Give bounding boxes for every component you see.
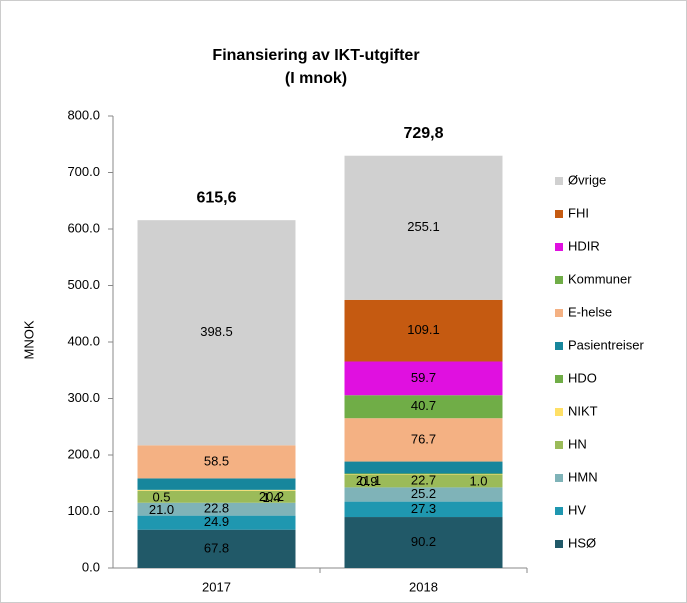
total-label: 615,6 bbox=[196, 189, 236, 206]
bar-segment bbox=[344, 474, 503, 488]
bar-segment bbox=[344, 155, 503, 300]
y-tick-label: 0.0 bbox=[82, 559, 100, 574]
bar-segment bbox=[344, 487, 503, 502]
value-label: 22.7 bbox=[411, 472, 436, 487]
legend-label: HDIR bbox=[568, 238, 600, 253]
bar-segment bbox=[344, 473, 503, 475]
value-label: 255.1 bbox=[407, 219, 440, 234]
y-tick-label: 300.0 bbox=[67, 390, 100, 405]
bar-segment bbox=[137, 478, 296, 490]
legend-swatch bbox=[555, 507, 563, 515]
value-label: 67.8 bbox=[204, 540, 229, 555]
value-label: 0.5 bbox=[152, 489, 170, 504]
legend-swatch bbox=[555, 540, 563, 548]
value-label: 1.4 bbox=[262, 490, 280, 505]
bar-segment bbox=[344, 474, 503, 475]
legend-label: NIKT bbox=[568, 403, 598, 418]
bar-segment bbox=[344, 517, 503, 568]
x-tick-label: 2017 bbox=[202, 579, 231, 594]
value-label: 40.7 bbox=[411, 398, 436, 413]
chart-title: Finansiering av IKT-utgifter bbox=[212, 47, 419, 64]
bar-segment bbox=[137, 515, 296, 530]
legend-swatch bbox=[555, 210, 563, 218]
legend-swatch bbox=[555, 177, 563, 185]
value-label: 398.5 bbox=[200, 324, 233, 339]
x-tick-label: 2018 bbox=[409, 579, 438, 594]
value-label: 0.9 bbox=[359, 474, 377, 489]
bar-segment bbox=[137, 220, 296, 446]
legend-label: FHI bbox=[568, 205, 589, 220]
value-label: 76.7 bbox=[411, 431, 436, 446]
y-tick-label: 200.0 bbox=[67, 446, 100, 461]
value-label: 25.2 bbox=[411, 486, 436, 501]
bar-segment bbox=[137, 502, 296, 516]
legend-label: HV bbox=[568, 502, 586, 517]
legend-swatch bbox=[555, 441, 563, 449]
legend-swatch bbox=[555, 243, 563, 251]
y-tick-label: 100.0 bbox=[67, 503, 100, 518]
value-label: 20.2 bbox=[259, 489, 284, 504]
total-label: 729,8 bbox=[403, 125, 443, 142]
value-label: 27.3 bbox=[411, 501, 436, 516]
legend-swatch bbox=[555, 342, 563, 350]
y-tick-label: 600.0 bbox=[67, 220, 100, 235]
value-label: 21.1 bbox=[356, 473, 381, 488]
value-label: 1.0 bbox=[469, 473, 487, 488]
legend-swatch bbox=[555, 375, 563, 383]
legend-label: HN bbox=[568, 436, 587, 451]
y-axis-label: MNOK bbox=[21, 320, 36, 359]
legend-label: Øvrige bbox=[568, 172, 606, 187]
value-label: 59.7 bbox=[411, 370, 436, 385]
value-label: 22.8 bbox=[204, 501, 229, 516]
legend-label: HMN bbox=[568, 469, 598, 484]
bar-segment bbox=[344, 299, 503, 362]
legend-label: HDO bbox=[568, 370, 597, 385]
legend-label: HSØ bbox=[568, 535, 596, 550]
value-label: 24.9 bbox=[204, 514, 229, 529]
bar-segment bbox=[344, 501, 503, 518]
chart-subtitle: (I mnok) bbox=[285, 70, 347, 87]
bar-segment bbox=[344, 361, 503, 396]
value-label: 109.1 bbox=[407, 322, 440, 337]
bar-segment bbox=[137, 529, 296, 568]
y-tick-label: 400.0 bbox=[67, 333, 100, 348]
legend-swatch bbox=[555, 474, 563, 482]
legend-swatch bbox=[555, 276, 563, 284]
bar-segment bbox=[344, 418, 503, 462]
bar-segment bbox=[137, 490, 296, 503]
legend-label: Pasientreiser bbox=[568, 337, 645, 352]
legend-swatch bbox=[555, 408, 563, 416]
bar-segment bbox=[344, 461, 503, 474]
y-tick-label: 800.0 bbox=[67, 107, 100, 122]
legend-label: E-helse bbox=[568, 304, 612, 319]
value-label: 58.5 bbox=[204, 453, 229, 468]
y-tick-label: 500.0 bbox=[67, 277, 100, 292]
y-tick-label: 700.0 bbox=[67, 164, 100, 179]
bar-segment bbox=[137, 445, 296, 479]
value-label: 21.0 bbox=[149, 502, 174, 517]
bar-segment bbox=[344, 395, 503, 419]
bar-segment bbox=[137, 490, 296, 491]
legend-swatch bbox=[555, 309, 563, 317]
value-label: 90.2 bbox=[411, 534, 436, 549]
legend-label: Kommuner bbox=[568, 271, 632, 286]
